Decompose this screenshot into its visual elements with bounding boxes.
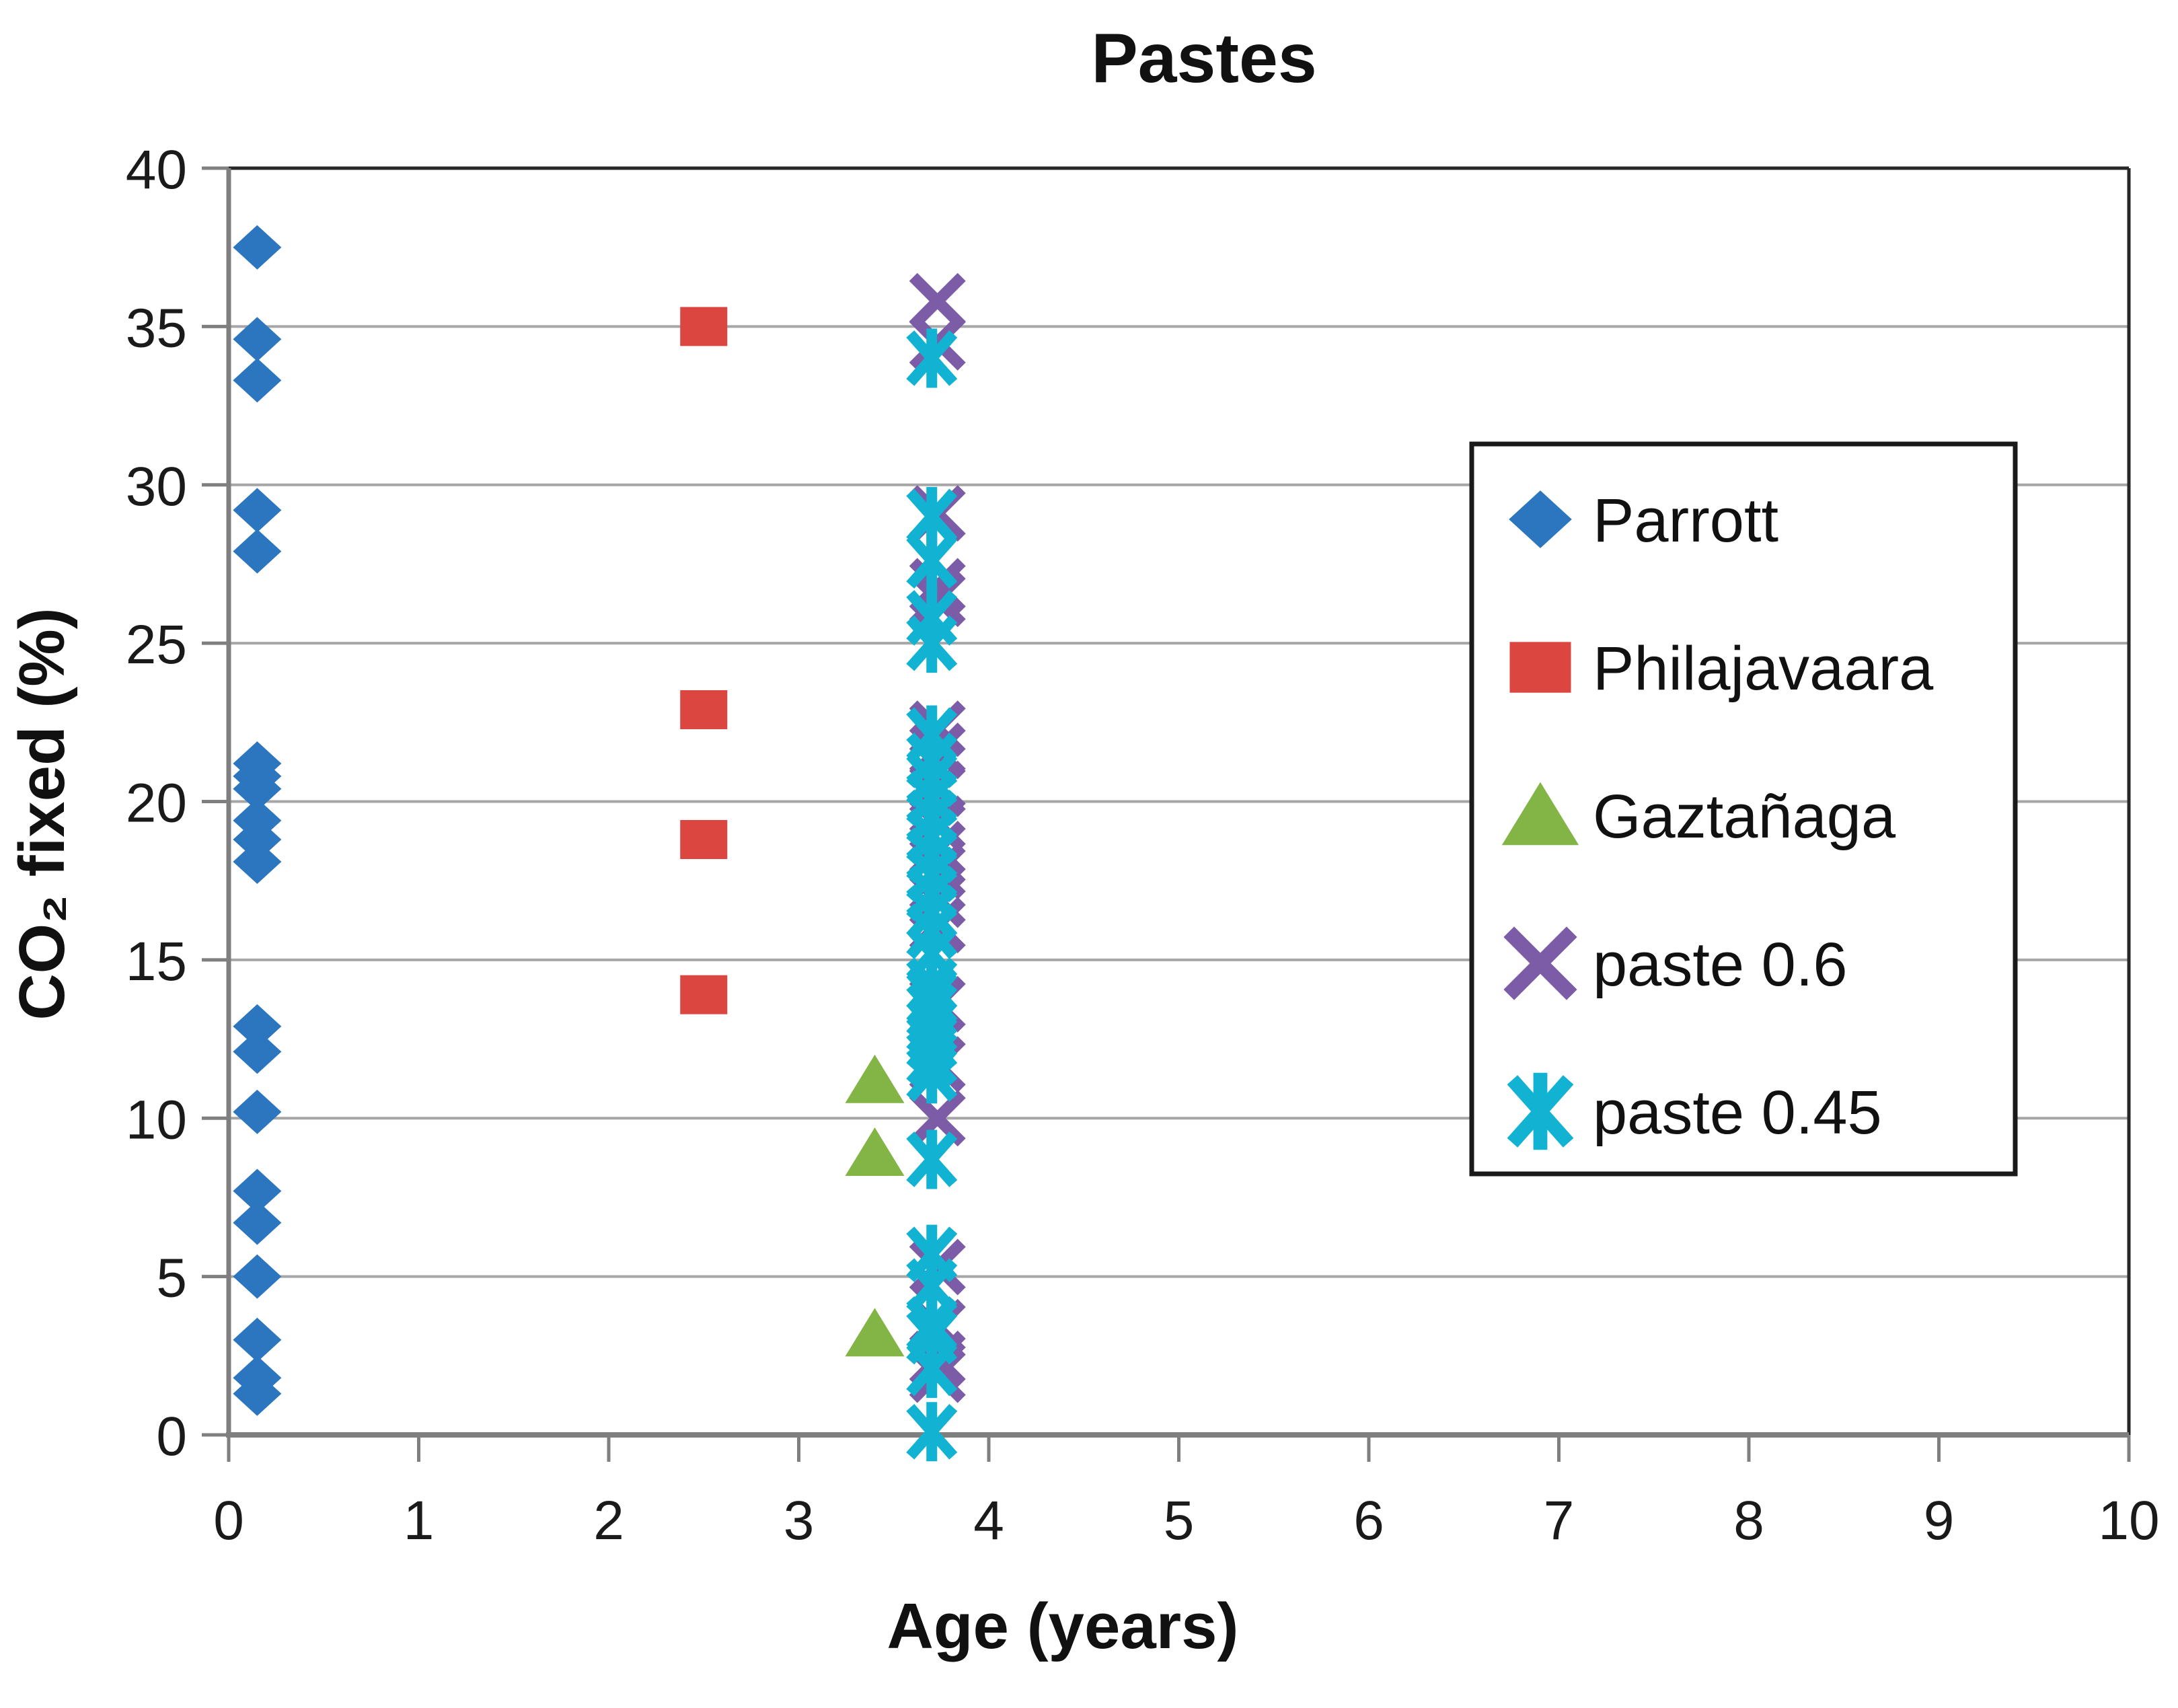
legend-marker-philajavaara: [1509, 642, 1571, 693]
data-series: [233, 225, 966, 1462]
marker-philajavaara: [680, 690, 728, 729]
x-axis-title: Age (years): [887, 1590, 1239, 1662]
y-tick-label-30: 30: [126, 456, 187, 517]
y-tick-label-25: 25: [126, 614, 187, 675]
marker-parrott: [233, 1200, 282, 1245]
legend-marker-paste-0-45: [1507, 1072, 1574, 1150]
marker-parrott: [233, 1029, 282, 1074]
marker-parrott: [233, 1371, 282, 1416]
marker-paste-0-45: [906, 1129, 958, 1189]
legend-label-paste-0-6: paste 0.6: [1593, 930, 1848, 999]
axes: [202, 166, 2131, 1462]
marker-gazta-aga: [845, 1054, 905, 1103]
marker-parrott: [233, 1089, 282, 1134]
tick-labels: 0 1 2 3 4 5 6 7 8 9 10 0 5 10 15 20 25 30 35 40: [126, 139, 2160, 1551]
marker-paste-0-6: [909, 1090, 966, 1147]
legend-box: [1469, 441, 2018, 1177]
gridlines: [229, 325, 2129, 1278]
legend-marker-paste-0-6: [1503, 926, 1577, 1000]
marker-parrott: [233, 317, 282, 362]
y-tick-label-40: 40: [126, 139, 187, 200]
marker-parrott: [233, 839, 282, 884]
marker-parrott: [233, 488, 282, 533]
marker-parrott: [233, 1254, 282, 1299]
marker-gazta-aga: [845, 1308, 905, 1357]
x-tick-label-8: 8: [1733, 1490, 1764, 1551]
x-tick-label-6: 6: [1353, 1490, 1384, 1551]
series-parrott: [233, 225, 282, 1416]
x-tick-label-7: 7: [1544, 1490, 1575, 1551]
marker-paste-0-45: [906, 1044, 958, 1104]
marker-philajavaara: [680, 819, 728, 859]
y-tick-label-5: 5: [156, 1248, 187, 1309]
x-tick-label-5: 5: [1164, 1490, 1195, 1551]
y-tick-label-0: 0: [156, 1406, 187, 1467]
x-tick-label-3: 3: [784, 1490, 815, 1551]
legend-label-paste-0-45: paste 0.45: [1593, 1078, 1882, 1147]
legend-item-parrott: Parrott: [1509, 486, 1778, 555]
x-tick-label-0: 0: [213, 1490, 244, 1551]
x-tick-label-9: 9: [1924, 1490, 1955, 1551]
marker-paste-0-6: [909, 272, 966, 330]
marker-paste-0-45: [906, 1339, 958, 1399]
marker-philajavaara: [680, 307, 728, 346]
marker-paste-0-6: [909, 313, 966, 371]
legend-label-parrott: Parrott: [1593, 486, 1778, 555]
marker-parrott: [233, 1168, 282, 1214]
chart-title: Pastes: [1091, 20, 1316, 98]
y-tick-label-15: 15: [126, 931, 187, 992]
marker-paste-0-45: [906, 531, 958, 591]
legend-marker-gazta-aga: [1501, 782, 1579, 846]
marker-paste-0-45: [906, 328, 958, 388]
legend-item-paste-0-45: paste 0.45: [1507, 1072, 1882, 1150]
marker-paste-0-45: [906, 614, 958, 673]
marker-parrott: [233, 529, 282, 574]
legend-marker-parrott: [1509, 490, 1572, 548]
marker-parrott: [233, 1004, 282, 1049]
marker-philajavaara: [680, 975, 728, 1014]
marker-parrott: [233, 225, 282, 270]
x-tick-label-10: 10: [2098, 1490, 2159, 1551]
marker-parrott: [233, 766, 282, 811]
x-tick-label-1: 1: [404, 1490, 435, 1551]
series-paste-0-45: [906, 328, 958, 1462]
y-axis-title: CO₂ fixed (%): [6, 607, 78, 1020]
y-tick-label-10: 10: [126, 1089, 187, 1150]
marker-parrott: [233, 358, 282, 403]
legend: Parrott Philajavaara Gaztañaga paste 0.6 pas…: [1469, 441, 2018, 1177]
legend-label-gazta-aga: Gaztañaga: [1593, 782, 1896, 851]
x-tick-label-2: 2: [593, 1490, 624, 1551]
y-tick-label-35: 35: [126, 297, 187, 359]
legend-item-gazta-aga: Gaztañaga: [1501, 782, 1896, 851]
legend-label-philajavaara: Philajavaara: [1593, 634, 1934, 703]
marker-parrott: [233, 1317, 282, 1362]
series-philajavaara: [680, 307, 728, 1014]
x-tick-label-4: 4: [973, 1490, 1004, 1551]
legend-item-paste-0-6: paste 0.6: [1503, 926, 1848, 1000]
marker-gazta-aga: [845, 1127, 905, 1177]
legend-item-philajavaara: Philajavaara: [1509, 634, 1934, 703]
y-tick-label-20: 20: [126, 773, 187, 834]
marker-paste-0-45: [906, 1402, 958, 1462]
series-gazta-aga: [845, 1054, 905, 1357]
